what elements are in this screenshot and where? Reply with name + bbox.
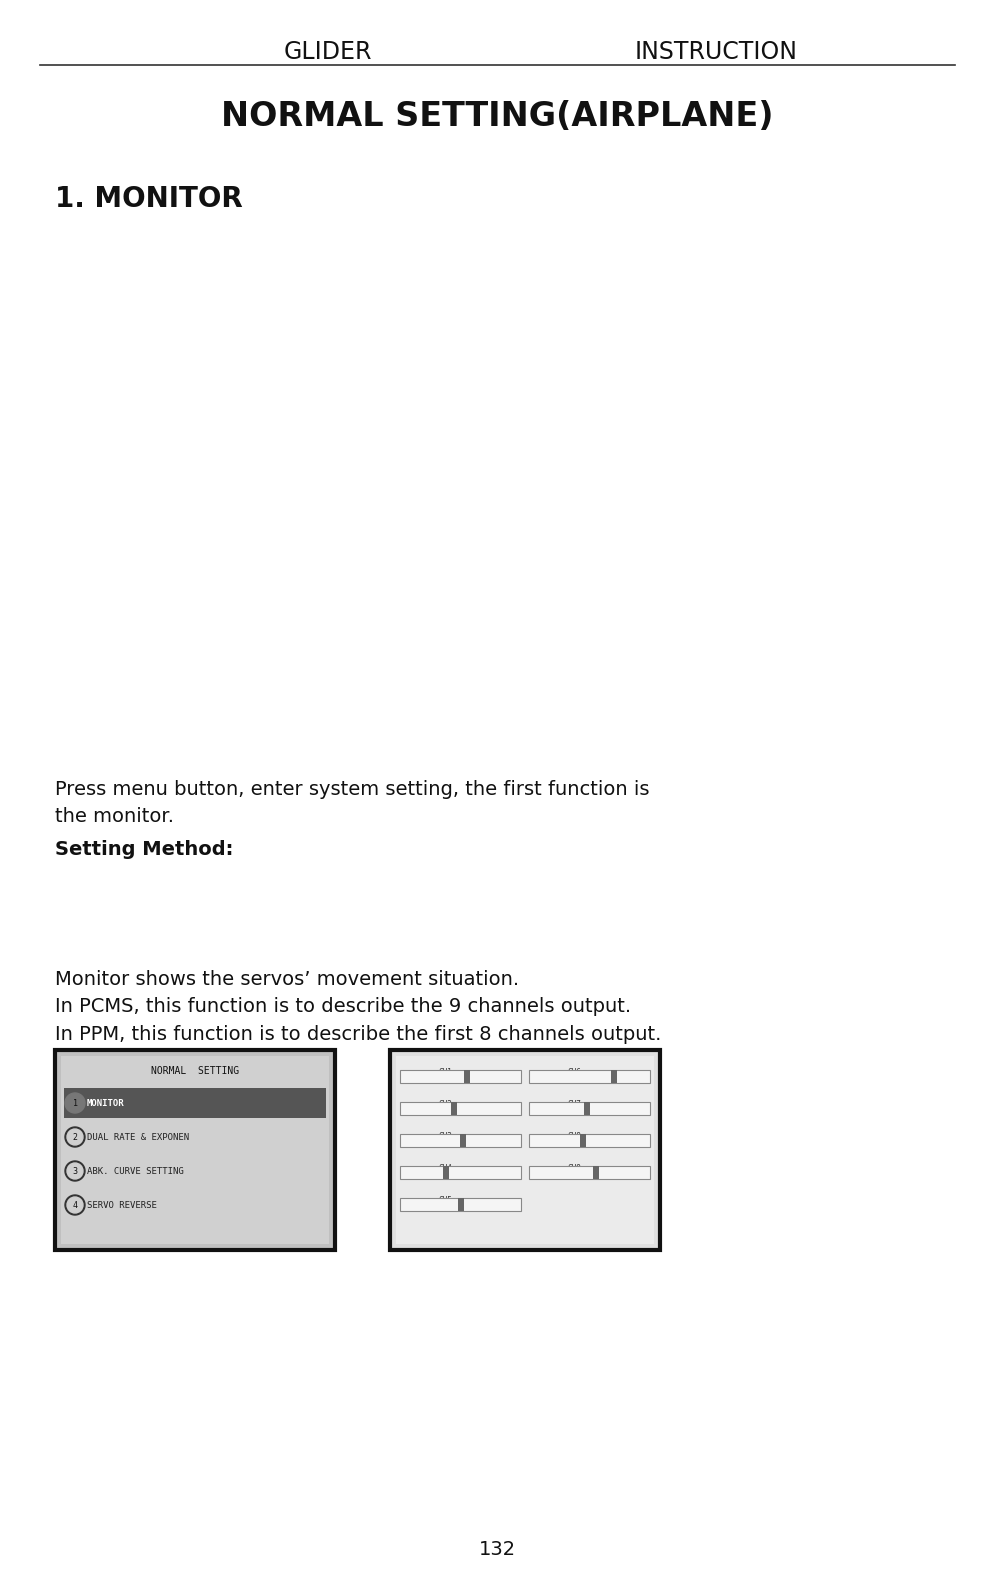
Bar: [459, 1134, 465, 1147]
Bar: [64, 1088, 326, 1118]
Text: CH5: CH5: [437, 1195, 451, 1205]
Text: ABK. CURVE SETTING: ABK. CURVE SETTING: [86, 1167, 184, 1175]
Text: NORMAL SETTING(AIRPLANE): NORMAL SETTING(AIRPLANE): [221, 99, 773, 132]
Text: CH1: CH1: [437, 1068, 451, 1077]
Circle shape: [67, 1197, 83, 1213]
Text: CH7: CH7: [567, 1099, 580, 1109]
Bar: [580, 1134, 585, 1147]
Text: 1: 1: [73, 1098, 78, 1107]
Text: 4: 4: [73, 1200, 78, 1210]
Bar: [390, 1051, 659, 1251]
Text: GLIDER: GLIDER: [284, 39, 372, 65]
Bar: [463, 1069, 469, 1084]
Text: Press menu button, enter system setting, the first function is
the monitor.: Press menu button, enter system setting,…: [55, 780, 649, 827]
Bar: [400, 1199, 521, 1211]
Circle shape: [65, 1195, 84, 1214]
Text: Setting Method:: Setting Method:: [55, 839, 234, 858]
Text: Monitor shows the servos’ movement situation.
In PCMS, this function is to descr: Monitor shows the servos’ movement situa…: [55, 970, 661, 1044]
Circle shape: [67, 1129, 83, 1145]
Text: 132: 132: [478, 1540, 516, 1559]
Bar: [457, 1199, 463, 1211]
Text: CH2: CH2: [437, 1099, 451, 1109]
Bar: [400, 1166, 521, 1180]
Text: CH8: CH8: [567, 1132, 580, 1140]
Text: MONITOR: MONITOR: [86, 1098, 124, 1107]
Bar: [55, 1051, 335, 1251]
Text: CH3: CH3: [437, 1132, 451, 1140]
Text: INSTRUCTION: INSTRUCTION: [634, 39, 797, 65]
Circle shape: [67, 1162, 83, 1180]
Text: 3: 3: [73, 1167, 78, 1175]
Bar: [592, 1166, 598, 1180]
Text: 1. MONITOR: 1. MONITOR: [55, 184, 243, 213]
Bar: [442, 1166, 448, 1180]
Bar: [61, 1055, 329, 1244]
Text: 2: 2: [73, 1132, 78, 1142]
Bar: [529, 1069, 649, 1084]
Circle shape: [65, 1128, 84, 1147]
Text: CH4: CH4: [437, 1164, 451, 1173]
Circle shape: [65, 1161, 84, 1181]
Bar: [396, 1055, 653, 1244]
Bar: [583, 1102, 589, 1115]
Text: NORMAL  SETTING: NORMAL SETTING: [151, 1066, 239, 1076]
Circle shape: [65, 1093, 84, 1114]
Bar: [610, 1069, 616, 1084]
Bar: [529, 1102, 649, 1115]
Bar: [529, 1134, 649, 1147]
Bar: [451, 1102, 457, 1115]
Text: SERVO REVERSE: SERVO REVERSE: [86, 1200, 157, 1210]
Bar: [529, 1166, 649, 1180]
Text: CH9: CH9: [567, 1164, 580, 1173]
Text: DUAL RATE & EXPONEN: DUAL RATE & EXPONEN: [86, 1132, 189, 1142]
Bar: [400, 1102, 521, 1115]
Bar: [400, 1069, 521, 1084]
Text: CH6: CH6: [567, 1068, 580, 1077]
Bar: [400, 1134, 521, 1147]
